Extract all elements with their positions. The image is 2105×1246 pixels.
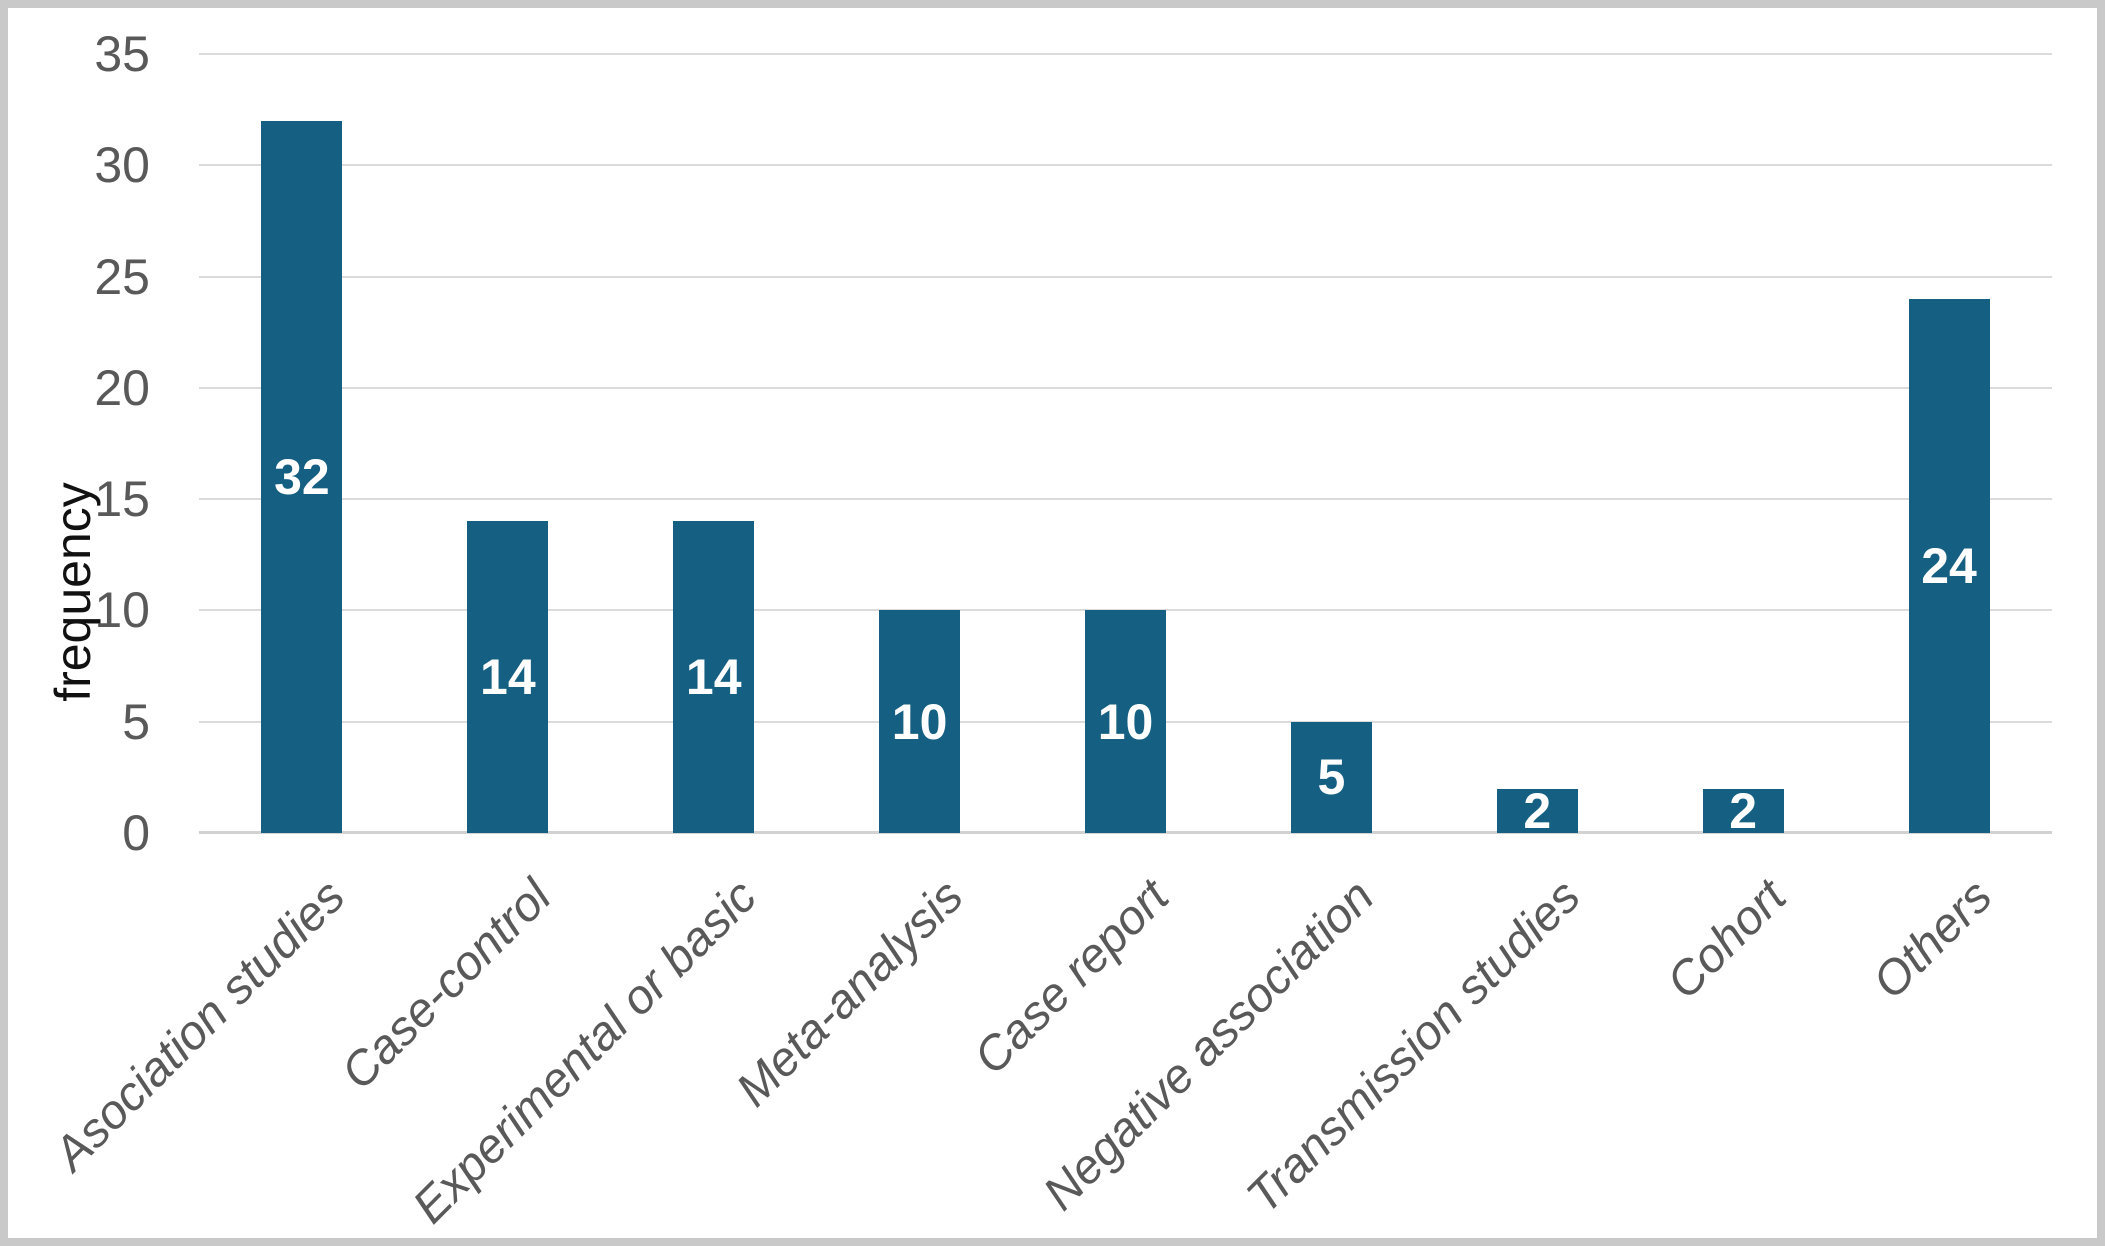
- bar-value-label: 24: [1921, 537, 1977, 594]
- bar: 10: [1085, 610, 1166, 833]
- bar: 14: [673, 521, 755, 833]
- y-tick-label: 5: [122, 693, 150, 750]
- bar: 32: [261, 120, 343, 833]
- y-tick-label: 30: [94, 137, 150, 194]
- y-tick-label: 15: [94, 471, 150, 528]
- category-label: Case report: [964, 869, 1179, 1085]
- category-label: Experimental or basic: [403, 869, 768, 1234]
- bar: 2: [1496, 782, 1578, 839]
- y-tick-label: 0: [122, 805, 150, 861]
- bar-value-label: 10: [1097, 693, 1154, 750]
- gridline: [199, 386, 2052, 389]
- bar: 5: [1290, 721, 1372, 833]
- plot-area: 32 14 14 10 10 5 2 2 24: [199, 53, 2052, 839]
- bar: 24: [1908, 298, 1990, 833]
- gridline: [199, 275, 2052, 278]
- gridline: [199, 53, 2052, 55]
- y-tick-label: 10: [94, 582, 150, 639]
- bar-value-label: 2: [1523, 782, 1552, 839]
- y-tick-label: 20: [94, 359, 150, 416]
- bar: 14: [467, 521, 549, 833]
- y-tick-label: 35: [94, 26, 150, 82]
- y-tick-label: 25: [94, 248, 150, 305]
- category-label: Case-control: [331, 869, 562, 1100]
- category-label: Cohort: [1657, 869, 1797, 1010]
- bar-value-label: 14: [480, 649, 536, 706]
- bar: 2: [1702, 782, 1784, 839]
- bar: 10: [879, 610, 961, 833]
- bar-value-label: 32: [274, 448, 330, 505]
- bar-value-label: 5: [1317, 749, 1346, 806]
- category-label: Asociation studies: [44, 869, 356, 1181]
- gridline: [199, 164, 2052, 167]
- bar-value-label: 14: [685, 649, 742, 706]
- category-label: Others: [1863, 869, 2003, 1010]
- gridline: [199, 498, 2052, 501]
- category-axis-labels: Asociation studies Case-control Experiment…: [8, 8, 2097, 1238]
- bar-value-label: 2: [1729, 782, 1758, 839]
- bar-value-label: 10: [891, 693, 948, 750]
